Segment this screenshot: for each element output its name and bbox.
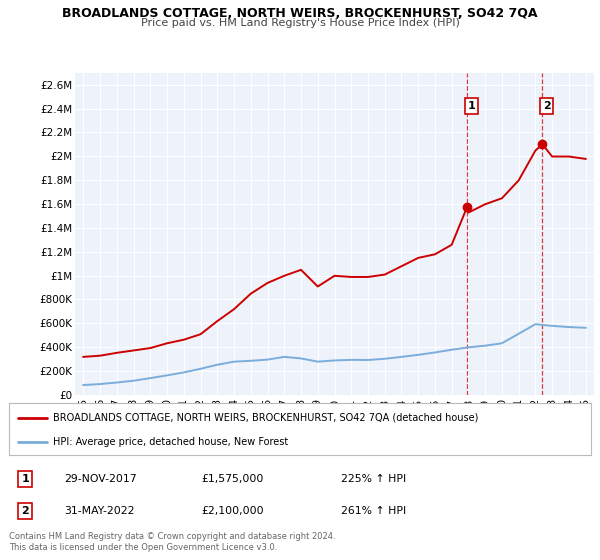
- Text: 31-MAY-2022: 31-MAY-2022: [64, 506, 135, 516]
- Text: 2: 2: [22, 506, 29, 516]
- Text: BROADLANDS COTTAGE, NORTH WEIRS, BROCKENHURST, SO42 7QA (detached house): BROADLANDS COTTAGE, NORTH WEIRS, BROCKEN…: [53, 413, 478, 423]
- Text: 1: 1: [467, 101, 475, 111]
- Text: 225% ↑ HPI: 225% ↑ HPI: [341, 474, 406, 484]
- Text: 29-NOV-2017: 29-NOV-2017: [64, 474, 137, 484]
- Text: 2: 2: [543, 101, 550, 111]
- Text: Price paid vs. HM Land Registry's House Price Index (HPI): Price paid vs. HM Land Registry's House …: [140, 18, 460, 28]
- Text: £2,100,000: £2,100,000: [201, 506, 263, 516]
- Text: HPI: Average price, detached house, New Forest: HPI: Average price, detached house, New …: [53, 437, 288, 447]
- Text: BROADLANDS COTTAGE, NORTH WEIRS, BROCKENHURST, SO42 7QA: BROADLANDS COTTAGE, NORTH WEIRS, BROCKEN…: [62, 7, 538, 20]
- Text: Contains HM Land Registry data © Crown copyright and database right 2024.: Contains HM Land Registry data © Crown c…: [9, 532, 335, 541]
- Text: This data is licensed under the Open Government Licence v3.0.: This data is licensed under the Open Gov…: [9, 543, 277, 552]
- Text: £1,575,000: £1,575,000: [201, 474, 263, 484]
- Text: 261% ↑ HPI: 261% ↑ HPI: [341, 506, 406, 516]
- Text: 1: 1: [22, 474, 29, 484]
